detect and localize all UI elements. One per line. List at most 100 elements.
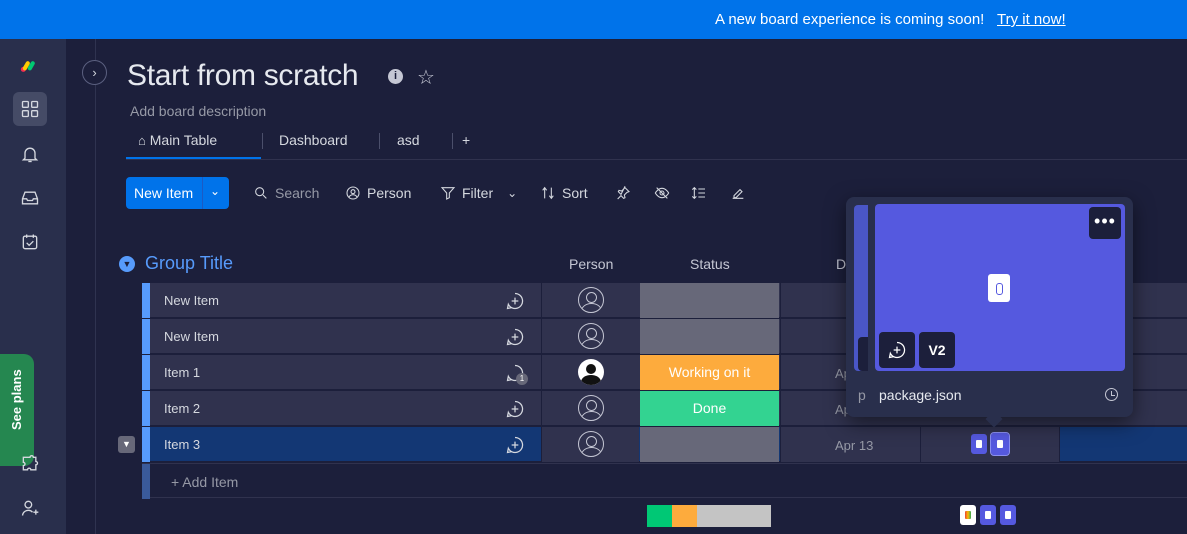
tab-asd[interactable]: asd — [397, 132, 420, 148]
status-cell[interactable]: Working on it — [640, 355, 779, 390]
date-cell[interactable] — [780, 283, 920, 318]
invite-user-icon[interactable] — [13, 491, 47, 525]
pin-icon — [617, 186, 630, 200]
see-plans-button[interactable]: See plans — [0, 354, 34, 466]
hide-columns-button[interactable] — [654, 185, 670, 201]
item-name[interactable]: Item 1 — [164, 365, 201, 380]
tab-main-table[interactable]: ⌂ Main Table — [138, 132, 217, 148]
previous-file-name: p — [858, 387, 866, 403]
filter-button[interactable]: Filter ⌄ — [440, 185, 517, 201]
row-menu-dropdown[interactable]: ▼ — [118, 436, 135, 453]
filter-label: Filter — [462, 185, 494, 201]
column-header-date[interactable]: D — [836, 256, 847, 272]
apps-puzzle-icon[interactable] — [13, 447, 47, 481]
paint-brush-icon — [732, 188, 744, 199]
updates-count-badge: 1 — [516, 373, 528, 385]
color-format-button[interactable] — [730, 185, 746, 201]
add-update-icon[interactable] — [505, 291, 525, 311]
active-tab-indicator — [126, 157, 261, 159]
clock-icon[interactable] — [1105, 388, 1118, 401]
column-header-person[interactable]: Person — [569, 256, 614, 272]
date-cell[interactable]: Apr 13 — [780, 427, 920, 462]
group-header[interactable]: ▼ Group Title — [119, 253, 233, 274]
inbox-icon[interactable] — [13, 181, 47, 215]
table-row[interactable]: Item 3 Apr 13 — [142, 427, 1187, 462]
info-icon[interactable]: i — [388, 69, 403, 84]
person-cell[interactable] — [541, 427, 639, 462]
version-button[interactable]: V2 — [919, 332, 955, 368]
status-summary-bar[interactable] — [647, 505, 771, 527]
home-icon: ⌂ — [138, 133, 146, 148]
person-cell[interactable] — [541, 391, 639, 426]
status-cell[interactable]: Done — [640, 391, 779, 426]
summary-segment-empty — [697, 505, 771, 527]
column-header-status[interactable]: Status — [690, 256, 730, 272]
add-update-icon[interactable] — [505, 327, 525, 347]
file-preview-thumbnail[interactable]: ••• V2 — [875, 204, 1125, 371]
person-cell[interactable] — [541, 283, 639, 318]
file-preview-popover: ••• V2 p package.json — [846, 197, 1133, 428]
add-update-icon[interactable] — [505, 435, 525, 455]
empty-avatar-icon — [578, 287, 604, 313]
person-cell[interactable] — [541, 319, 639, 354]
row-height-button[interactable] — [691, 185, 707, 201]
expand-sidebar-button[interactable]: › — [82, 60, 107, 85]
more-options-button[interactable]: ••• — [1089, 207, 1121, 239]
date-value: Apr 13 — [835, 438, 874, 453]
user-avatar[interactable] — [578, 359, 604, 385]
file-icon[interactable] — [980, 505, 996, 525]
file-icon[interactable] — [990, 432, 1010, 456]
add-update-button[interactable] — [879, 332, 915, 368]
group-title[interactable]: Group Title — [145, 253, 234, 273]
person-cell[interactable] — [541, 355, 639, 390]
try-it-now-link[interactable]: Try it now! — [997, 11, 1066, 28]
search-button[interactable]: Search — [253, 185, 319, 201]
filter-icon — [440, 187, 456, 200]
person-filter-button[interactable]: Person — [345, 185, 411, 201]
add-update-icon[interactable] — [505, 399, 525, 419]
pin-button[interactable] — [615, 185, 631, 201]
chevron-down-icon[interactable]: ▼ — [119, 255, 135, 272]
empty-avatar-icon — [578, 395, 604, 421]
item-name[interactable]: Item 3 — [164, 437, 201, 452]
search-icon — [255, 187, 267, 199]
notifications-bell-icon[interactable] — [13, 137, 47, 171]
sort-icon — [542, 186, 554, 200]
status-cell[interactable] — [640, 427, 779, 462]
sort-label: Sort — [562, 185, 588, 201]
tab-dashboard[interactable]: Dashboard — [279, 132, 348, 148]
favorite-star-icon[interactable]: ☆ — [417, 67, 435, 89]
workspaces-grid-icon[interactable] — [13, 92, 47, 126]
status-cell[interactable] — [640, 319, 779, 354]
add-item-row[interactable]: + Add Item — [142, 463, 1187, 499]
file-icon[interactable] — [1000, 505, 1016, 525]
item-name[interactable]: Item 2 — [164, 401, 201, 416]
date-cell[interactable] — [780, 319, 920, 354]
files-cell[interactable] — [920, 427, 1060, 462]
chevron-down-icon[interactable]: ⌄ — [210, 184, 221, 198]
search-label: Search — [275, 185, 320, 201]
sort-button[interactable]: Sort — [540, 185, 588, 201]
person-label: Person — [367, 185, 412, 201]
item-name[interactable]: New Item — [164, 329, 219, 344]
attachment-file-icon — [988, 274, 1010, 302]
previous-file-preview[interactable] — [854, 205, 868, 371]
add-view-button[interactable]: + — [462, 132, 471, 148]
board-title[interactable]: Start from scratch — [127, 59, 359, 92]
monday-logo-icon[interactable] — [13, 49, 47, 83]
my-work-calendar-icon[interactable] — [13, 225, 47, 259]
summary-segment-done — [647, 505, 672, 527]
file-icon[interactable] — [971, 434, 987, 454]
updates-icon[interactable]: 1 — [505, 363, 528, 385]
files-summary[interactable] — [960, 505, 1016, 525]
board-description[interactable]: Add board description — [130, 103, 267, 119]
empty-avatar-icon — [578, 323, 604, 349]
status-cell[interactable] — [640, 283, 779, 318]
add-update-icon — [888, 341, 906, 359]
banner-message: A new board experience is coming soon! — [715, 11, 985, 28]
drive-file-icon[interactable] — [960, 505, 976, 525]
chevron-down-icon[interactable]: ⌄ — [507, 186, 518, 200]
item-name[interactable]: New Item — [164, 293, 219, 308]
new-item-button[interactable]: New Item ⌄ — [126, 177, 229, 209]
add-item-input[interactable]: + Add Item — [171, 474, 239, 490]
